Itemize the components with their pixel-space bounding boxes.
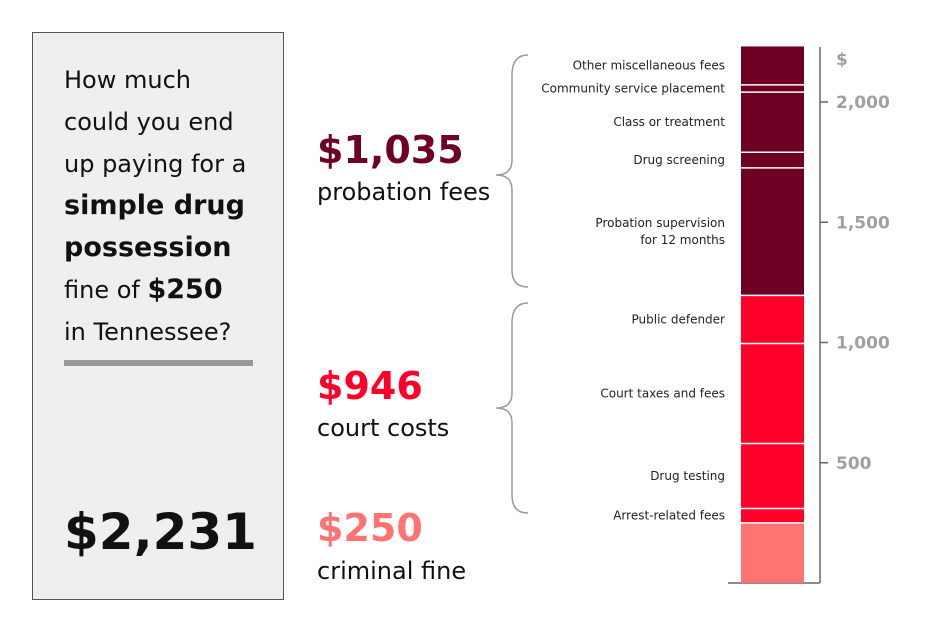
y-tick-label: 500 xyxy=(836,454,872,474)
y-unit-label: $ xyxy=(836,50,848,70)
y-tick-label: 1,500 xyxy=(836,213,890,233)
segment-label: Community service placement xyxy=(541,82,725,96)
court-amount: $946 xyxy=(317,364,423,408)
question-line: in Tennessee? xyxy=(64,318,232,346)
question-line: How much xyxy=(64,66,191,94)
bar-segment xyxy=(741,92,804,153)
bar-segment xyxy=(741,343,804,444)
segment-label: Drug screening xyxy=(633,153,725,167)
y-tick-label: 1,000 xyxy=(836,334,890,354)
segment-label: Arrest-related fees xyxy=(613,509,725,523)
segment-label: Other miscellaneous fees xyxy=(573,59,725,73)
segment-label: Probation supervision xyxy=(595,216,725,230)
question-line: up paying for a xyxy=(64,150,247,178)
question-panel: How much could you end up paying for a s… xyxy=(32,32,284,600)
segment-label: Class or treatment xyxy=(613,115,725,129)
court-label: court costs xyxy=(317,414,450,442)
question-text: How much could you end up paying for a s… xyxy=(64,59,274,353)
question-line-bold: possession xyxy=(64,232,232,263)
bar-segment xyxy=(741,152,804,168)
fine-amount: $250 xyxy=(147,274,223,305)
bar-segment xyxy=(741,167,804,296)
question-line: fine of xyxy=(64,276,148,304)
fine-amount-big: $250 xyxy=(317,506,423,550)
total-amount: $2,231 xyxy=(64,503,257,561)
probation-label: probation fees xyxy=(317,178,491,206)
bar-segment xyxy=(741,443,804,509)
court-brace xyxy=(495,302,529,514)
bar-segment xyxy=(741,295,804,344)
question-line-bold: simple drug xyxy=(64,190,245,221)
probation-brace xyxy=(495,54,529,288)
segment-label: for 12 months xyxy=(640,233,725,247)
question-line: could you end xyxy=(64,108,234,136)
y-tick-label: 2,000 xyxy=(836,93,890,113)
bar-segment xyxy=(741,84,804,93)
divider xyxy=(64,360,253,366)
bar-segment xyxy=(741,46,804,85)
fine-label: criminal fine xyxy=(317,557,467,585)
segment-label: Public defender xyxy=(632,312,726,326)
probation-amount: $1,035 xyxy=(317,128,464,172)
segment-label: Court taxes and fees xyxy=(600,386,725,400)
segment-label: Drug testing xyxy=(650,469,725,483)
bar-segment xyxy=(741,508,804,523)
bar-segment xyxy=(741,522,804,583)
